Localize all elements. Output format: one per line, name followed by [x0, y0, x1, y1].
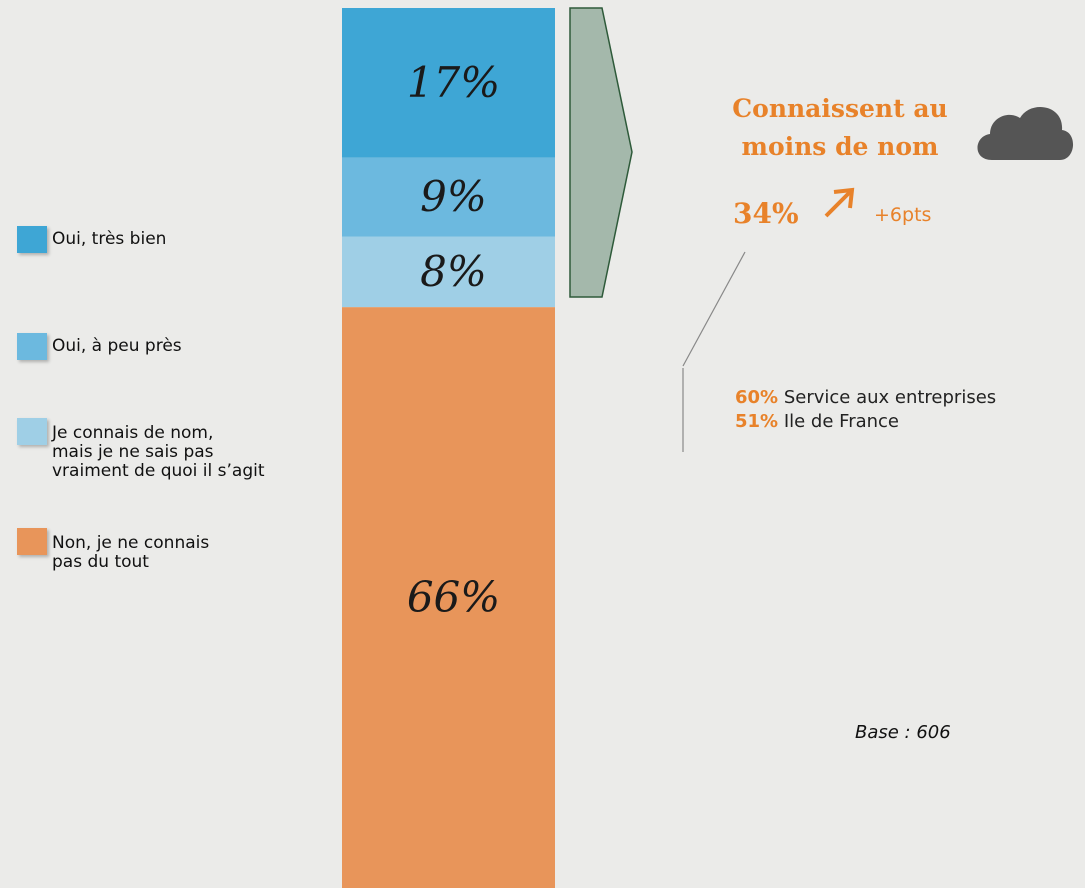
legend-swatch	[17, 418, 47, 445]
legend-swatch	[17, 226, 47, 253]
value-label: 66%	[407, 573, 500, 622]
value-label: 8%	[420, 247, 487, 296]
base: Base : 606	[855, 722, 951, 743]
detail: 51% Ile de France	[735, 411, 899, 432]
value-label: 17%	[407, 58, 500, 107]
detail: 60% Service aux entreprises	[735, 387, 996, 408]
legend-label: Non, je ne connais pas du tout	[52, 533, 210, 572]
change: +6pts	[874, 204, 932, 226]
detail-label: Service aux entreprises	[783, 387, 997, 408]
legend-swatch	[17, 528, 47, 555]
detail-value: 51%	[735, 411, 779, 432]
connector	[682, 251, 746, 367]
legend-label: Je connais de nom, mais je ne sais pas v…	[52, 423, 265, 481]
cloud-icon	[977, 106, 1074, 160]
total: 34%	[733, 197, 799, 230]
bar-segment	[342, 157, 555, 237]
heading: Connaissent au moins de nom	[732, 94, 948, 161]
detail-label: Ile de France	[783, 411, 900, 432]
bracket	[569, 7, 633, 298]
legend-label: Oui, à peu près	[52, 336, 182, 356]
up-arrow	[824, 187, 855, 218]
value-label: 9%	[420, 172, 487, 221]
legend-label: Oui, très bien	[52, 229, 167, 249]
legend-swatch	[17, 333, 47, 360]
detail-value: 60%	[735, 387, 779, 408]
bar-segment	[342, 236, 555, 308]
bar-segment	[342, 8, 555, 158]
bar-segment	[342, 307, 555, 888]
